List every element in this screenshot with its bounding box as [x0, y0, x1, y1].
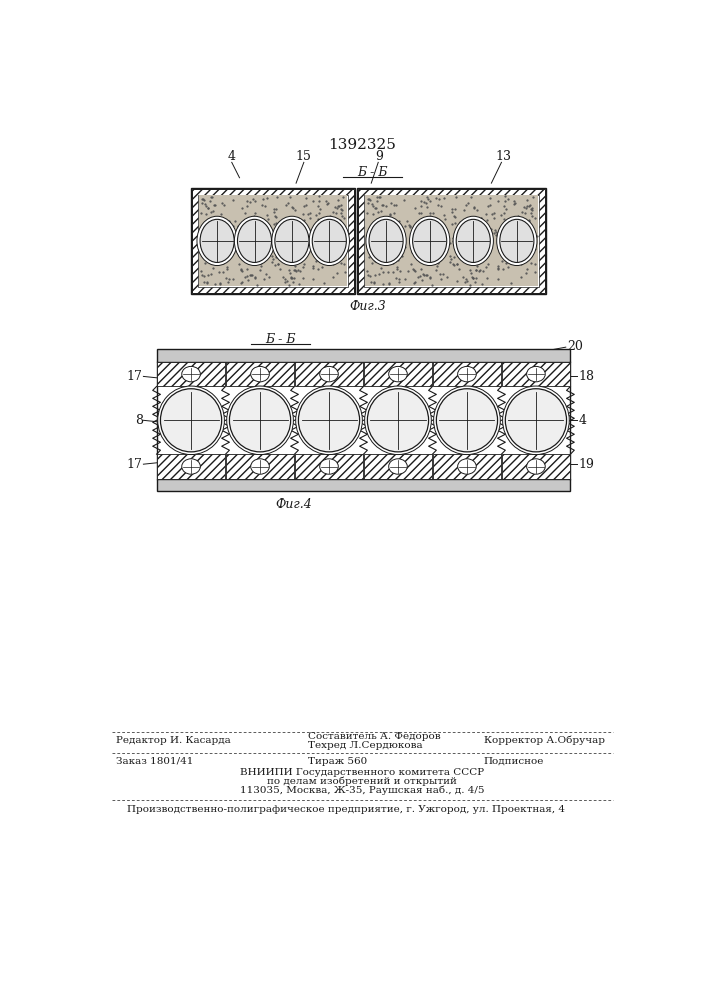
Text: 8: 8: [134, 414, 143, 427]
Ellipse shape: [497, 216, 537, 266]
Text: 18: 18: [578, 370, 594, 383]
Ellipse shape: [298, 389, 360, 452]
Bar: [364, 195, 539, 287]
Ellipse shape: [238, 219, 271, 262]
Ellipse shape: [409, 216, 450, 266]
Text: Составитель А. Федоров: Составитель А. Федоров: [308, 732, 440, 741]
Bar: [158, 454, 225, 479]
Ellipse shape: [389, 366, 407, 382]
Bar: [296, 454, 363, 479]
Text: ВНИИПИ Государственного комитета СССР: ВНИИПИ Государственного комитета СССР: [240, 768, 484, 777]
Text: 13: 13: [495, 150, 511, 163]
Ellipse shape: [227, 386, 293, 455]
Bar: [365, 195, 538, 286]
Ellipse shape: [500, 219, 534, 262]
Bar: [156, 479, 571, 491]
Bar: [364, 454, 432, 479]
Bar: [433, 362, 501, 386]
Ellipse shape: [182, 459, 200, 474]
Ellipse shape: [413, 219, 447, 262]
Bar: [158, 362, 225, 386]
Text: 17: 17: [127, 458, 143, 471]
Text: Подписное: Подписное: [484, 757, 544, 766]
Ellipse shape: [503, 386, 569, 455]
Ellipse shape: [506, 389, 566, 452]
Text: Производственно-полиграфическое предприятие, г. Ужгород, ул. Проектная, 4: Производственно-полиграфическое предприя…: [127, 805, 565, 814]
Text: Тираж 560: Тираж 560: [308, 757, 367, 766]
Bar: [364, 362, 432, 386]
Ellipse shape: [158, 386, 224, 455]
Bar: [502, 454, 570, 479]
Ellipse shape: [368, 389, 428, 452]
Bar: [192, 188, 355, 294]
Ellipse shape: [457, 366, 477, 382]
Bar: [226, 362, 293, 386]
Ellipse shape: [275, 219, 309, 262]
Ellipse shape: [389, 459, 407, 474]
Ellipse shape: [271, 216, 312, 266]
Text: Фиг.3: Фиг.3: [349, 300, 386, 313]
Text: Б - Б: Б - Б: [357, 166, 387, 179]
Ellipse shape: [296, 386, 363, 455]
Ellipse shape: [457, 459, 477, 474]
Bar: [502, 362, 570, 386]
Text: 1392325: 1392325: [328, 138, 396, 152]
Ellipse shape: [365, 386, 431, 455]
Bar: [156, 349, 571, 362]
Text: Редактор И. Касарда: Редактор И. Касарда: [115, 736, 230, 745]
Text: 20: 20: [567, 340, 583, 353]
Ellipse shape: [309, 216, 349, 266]
Text: Б - Б: Б - Б: [265, 333, 296, 346]
Ellipse shape: [182, 366, 200, 382]
Ellipse shape: [320, 459, 339, 474]
Ellipse shape: [366, 216, 407, 266]
Text: Заказ 1801/41: Заказ 1801/41: [115, 757, 193, 766]
Ellipse shape: [320, 366, 339, 382]
Ellipse shape: [234, 216, 274, 266]
Text: 19: 19: [578, 458, 594, 471]
Ellipse shape: [453, 216, 493, 266]
Ellipse shape: [433, 386, 501, 455]
Ellipse shape: [527, 459, 545, 474]
Ellipse shape: [436, 389, 498, 452]
Ellipse shape: [251, 459, 269, 474]
Bar: [358, 189, 545, 293]
Text: Техред Л.Сердюкова: Техред Л.Сердюкова: [308, 741, 422, 750]
Ellipse shape: [160, 389, 222, 452]
Text: Корректор А.Обручар: Корректор А.Обручар: [484, 736, 604, 745]
Bar: [199, 195, 347, 286]
Bar: [192, 189, 354, 293]
Ellipse shape: [527, 366, 545, 382]
Ellipse shape: [312, 219, 346, 262]
Bar: [199, 195, 348, 287]
Text: 113035, Москва, Ж-35, Раушская наб., д. 4/5: 113035, Москва, Ж-35, Раушская наб., д. …: [240, 786, 484, 795]
Text: Фиг.4: Фиг.4: [275, 498, 312, 512]
Ellipse shape: [369, 219, 403, 262]
Ellipse shape: [197, 216, 238, 266]
Text: 17: 17: [127, 370, 143, 383]
Text: 15: 15: [296, 150, 312, 163]
Text: по делам изобретений и открытий: по делам изобретений и открытий: [267, 777, 457, 786]
Text: 4: 4: [228, 150, 235, 163]
Bar: [226, 454, 293, 479]
Text: 4: 4: [578, 414, 586, 427]
Ellipse shape: [230, 389, 291, 452]
Ellipse shape: [251, 366, 269, 382]
Bar: [433, 454, 501, 479]
Text: 9: 9: [375, 150, 383, 163]
Bar: [296, 362, 363, 386]
Bar: [357, 188, 546, 294]
Ellipse shape: [456, 219, 491, 262]
Ellipse shape: [200, 219, 234, 262]
